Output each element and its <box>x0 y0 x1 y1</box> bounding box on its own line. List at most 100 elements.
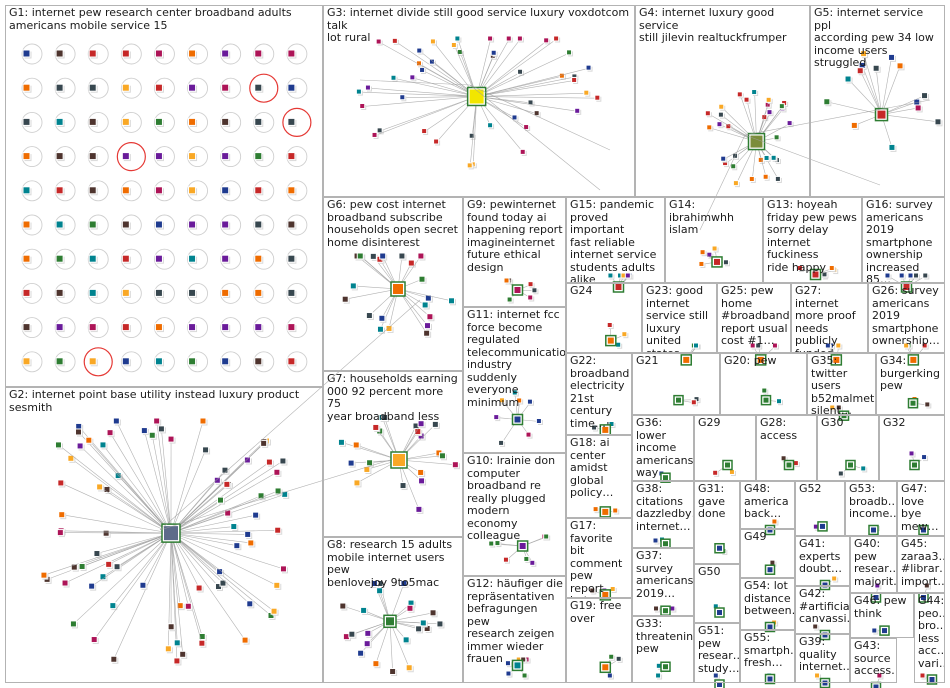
group-cell-g1: G1: internet pew research center broadba… <box>5 5 323 387</box>
group-label: G12: häufiger die repräsentativen befrag… <box>467 577 563 665</box>
node <box>287 152 296 161</box>
node <box>585 64 592 71</box>
self-loop <box>220 248 242 270</box>
group-cell-g52: G52 <box>795 481 845 536</box>
self-loop <box>54 248 76 270</box>
node <box>198 639 206 647</box>
node <box>765 96 772 103</box>
node <box>824 342 831 349</box>
node <box>154 49 163 58</box>
node <box>771 518 778 525</box>
edge <box>170 532 248 535</box>
node <box>583 89 590 96</box>
edge <box>60 482 172 534</box>
node <box>88 582 96 590</box>
node <box>692 342 699 349</box>
hub-node <box>714 258 720 265</box>
node <box>921 342 928 349</box>
self-loop <box>187 351 209 373</box>
node <box>699 249 706 256</box>
node <box>571 76 578 83</box>
node <box>850 121 858 129</box>
node <box>780 455 787 462</box>
edge <box>395 41 477 97</box>
node <box>706 124 713 131</box>
node <box>419 619 427 627</box>
group-label: G41: experts doubt… <box>799 537 842 575</box>
edge <box>859 70 882 115</box>
node <box>57 479 65 487</box>
edge <box>161 428 172 534</box>
node <box>105 560 113 568</box>
edge <box>170 533 189 607</box>
self-loop <box>253 180 275 202</box>
self-loop <box>120 77 142 99</box>
node <box>121 152 130 161</box>
self-loop <box>21 180 43 202</box>
node <box>526 398 533 405</box>
self-loop <box>87 77 109 99</box>
self-loop <box>220 282 242 304</box>
group-label: G54: lot distance between… <box>744 579 794 617</box>
edge <box>476 96 578 112</box>
node <box>287 357 296 366</box>
node <box>431 420 439 428</box>
node <box>55 117 64 126</box>
edge <box>412 77 477 97</box>
edge <box>170 533 181 606</box>
node <box>527 281 534 288</box>
hub-node <box>871 527 876 533</box>
node <box>55 220 64 229</box>
group-label: G43: source access… <box>854 639 896 677</box>
self-loop <box>220 351 242 373</box>
node <box>22 152 31 161</box>
group-cell-g22: G22: broadband electricity 21st century … <box>566 353 632 435</box>
group-label: G42: #artificial… canvassi… <box>799 587 850 625</box>
group-label: G18: ai center amidst global policy… <box>570 436 614 499</box>
node <box>712 672 719 679</box>
hub-node <box>873 595 879 600</box>
group-cell-g29: G29 <box>694 415 756 481</box>
node <box>888 143 896 151</box>
node <box>502 556 509 563</box>
hub-node <box>757 356 764 363</box>
node <box>608 653 615 660</box>
self-loop <box>54 282 76 304</box>
node <box>366 459 374 467</box>
node <box>375 38 382 45</box>
node <box>823 98 831 106</box>
edge <box>362 96 477 107</box>
hub-node <box>822 680 828 686</box>
node <box>56 529 64 537</box>
self-loop <box>21 146 43 168</box>
node <box>221 323 230 332</box>
edge <box>91 532 172 587</box>
self-loop <box>87 111 109 133</box>
node <box>99 441 107 449</box>
hub-node <box>750 135 763 148</box>
group-label: G32 <box>883 416 906 429</box>
node <box>720 155 727 162</box>
node <box>337 438 345 446</box>
node <box>341 295 349 303</box>
edge <box>469 84 611 151</box>
self-loop <box>54 43 76 65</box>
node <box>924 401 931 408</box>
node <box>121 49 130 58</box>
self-loop <box>87 282 109 304</box>
self-loop <box>21 248 43 270</box>
edge <box>156 420 172 534</box>
node <box>110 655 118 663</box>
group-label: G36: lower income americans way less… <box>636 416 694 480</box>
self-loop <box>153 180 175 202</box>
node <box>274 526 282 534</box>
hub-node <box>386 617 394 626</box>
self-loop <box>286 180 308 202</box>
group-label: G37: survey americans 2019… <box>636 549 694 600</box>
edge <box>96 532 172 554</box>
node <box>450 41 457 48</box>
node <box>385 324 393 332</box>
node <box>244 530 252 538</box>
edge <box>699 134 746 231</box>
node <box>188 83 197 92</box>
